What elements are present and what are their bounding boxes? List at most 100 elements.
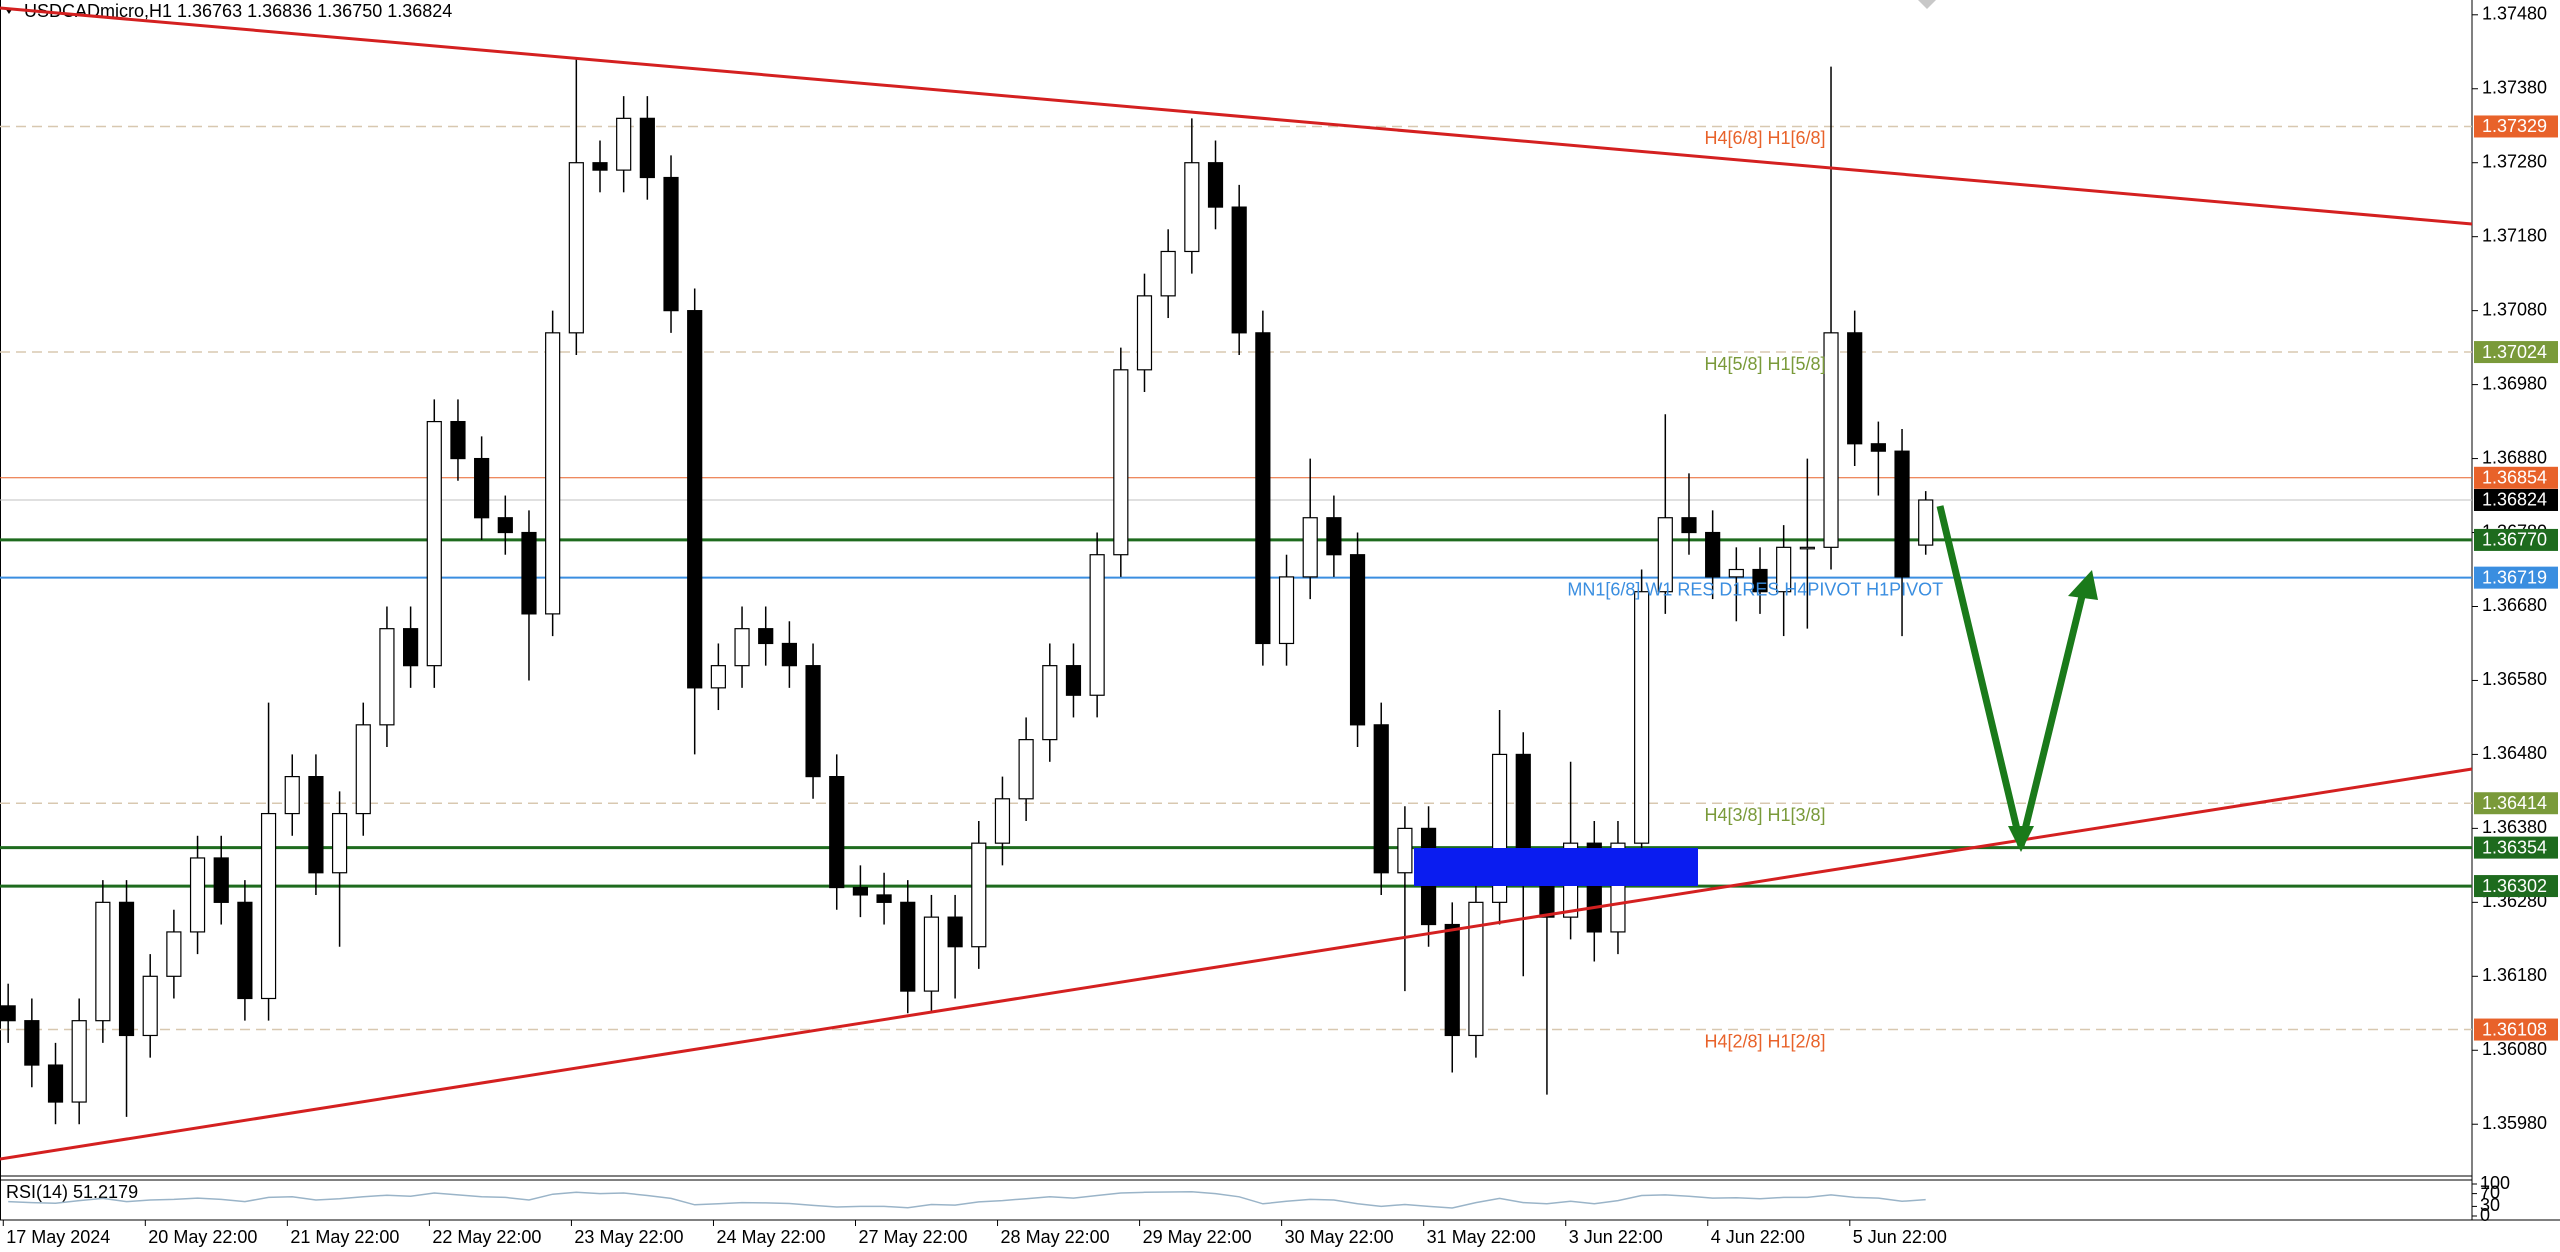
candle-body [237, 901, 253, 1000]
price-label-box [2474, 488, 2558, 511]
y-tick-label: 1.36480 [2482, 743, 2547, 763]
candle-body [1255, 332, 1271, 645]
y-tick-label: 1.36380 [2482, 817, 2547, 837]
x-tick-label: 4 Jun 22:00 [1711, 1227, 1805, 1247]
candle-body [1302, 517, 1318, 578]
candle-body [1113, 369, 1129, 556]
candle-body [71, 1020, 87, 1103]
candle-body [971, 842, 987, 948]
rsi-tick-label: 70 [2480, 1182, 2500, 1202]
candle-body [1847, 332, 1863, 445]
price-label: 1.36854 [2482, 468, 2547, 488]
candle-body [1752, 568, 1768, 593]
candle-body [852, 886, 869, 896]
annotations [0, 6, 2473, 1161]
candle-body [1207, 162, 1224, 208]
lower-trendline [0, 767, 2473, 1161]
candle-body [805, 665, 821, 778]
candle-body [994, 798, 1011, 844]
price-label: 1.36414 [2482, 793, 2547, 813]
price-label-box [2474, 792, 2558, 815]
candle-body [829, 776, 845, 889]
candle-body [213, 857, 229, 903]
candle-body [1160, 250, 1176, 297]
candle-body [260, 812, 277, 1000]
price-label: 1.36354 [2482, 837, 2547, 857]
candle-body [284, 776, 300, 815]
upper-trendline [0, 6, 2473, 226]
price-label: 1.36302 [2482, 876, 2547, 896]
price-label-box [2474, 566, 2558, 589]
y-tick-label: 1.37080 [2482, 299, 2547, 319]
x-tick-label: 29 May 22:00 [1143, 1227, 1252, 1247]
y-tick-label: 1.36180 [2482, 965, 2547, 985]
price-label-box [2474, 836, 2558, 859]
x-tick-label: 22 May 22:00 [432, 1227, 541, 1247]
candle-body [1799, 546, 1815, 550]
x-tick-label: 17 May 2024 [6, 1227, 110, 1247]
candle-body [426, 420, 442, 667]
candle-body [1278, 576, 1295, 645]
price-label: 1.36824 [2482, 490, 2547, 510]
y-tick-label: 1.36580 [2482, 669, 2547, 689]
x-tick-label: 30 May 22:00 [1285, 1227, 1394, 1247]
candle-body [1776, 546, 1792, 593]
candle-body [1231, 206, 1247, 334]
candle-body [1894, 450, 1910, 578]
x-tick-label: 31 May 22:00 [1427, 1227, 1536, 1247]
candle-body [379, 628, 395, 726]
rsi-title: RSI(14) 51.2179 [6, 1182, 138, 1202]
level-text: H4[2/8] H1[2/8] [1704, 1031, 1825, 1051]
candle-body [1089, 554, 1105, 696]
price-label: 1.37329 [2482, 116, 2547, 136]
candle-body [166, 931, 182, 977]
price-label: 1.36719 [2482, 567, 2547, 587]
price-label-box [2474, 1018, 2558, 1041]
x-tick-label: 5 Jun 22:00 [1853, 1227, 1947, 1247]
candle-body [781, 642, 797, 667]
x-tick-label: 20 May 22:00 [148, 1227, 257, 1247]
candle-body [663, 176, 679, 312]
x-tick-label: 27 May 22:00 [859, 1227, 968, 1247]
level-text: H4[5/8] H1[5/8] [1704, 354, 1825, 374]
candle-body [95, 901, 111, 1022]
candle-body [947, 916, 963, 948]
candle-body [118, 901, 135, 1037]
level-text: H4[3/8] H1[3/8] [1704, 805, 1825, 825]
candle-body [474, 457, 490, 519]
rsi-line [8, 1190, 1926, 1209]
rsi-tick-label: 0 [2480, 1205, 2490, 1225]
candle-body [1065, 665, 1082, 696]
candle-body [568, 162, 584, 334]
candle-body [1634, 591, 1650, 844]
candle-body [142, 975, 158, 1037]
candle-body [189, 857, 206, 933]
candle-body [687, 310, 703, 689]
candle-body [331, 812, 348, 874]
candle-body [545, 332, 561, 615]
candle-body [1018, 739, 1034, 800]
candle-body [521, 531, 537, 615]
candle-body [900, 901, 916, 992]
x-tick-label: 23 May 22:00 [574, 1227, 683, 1247]
price-label-box [2474, 466, 2558, 489]
candle-body [1373, 724, 1389, 874]
candle-body [1468, 901, 1484, 1037]
y-tick-label: 1.37180 [2482, 225, 2547, 245]
support-zone [1414, 848, 1698, 886]
candle-body [1823, 332, 1839, 548]
candle-body [308, 776, 324, 874]
y-tick-label: 1.36980 [2482, 373, 2547, 393]
candle-body [0, 1005, 16, 1022]
x-tick-label: 28 May 22:00 [1001, 1227, 1110, 1247]
rsi-tick-label: 100 [2480, 1173, 2510, 1193]
price-label: 1.36108 [2482, 1019, 2547, 1039]
candle-body [1326, 517, 1342, 556]
candle-body [876, 894, 892, 903]
price-label: 1.36770 [2482, 530, 2547, 550]
candle-body [616, 117, 632, 171]
candle-body [734, 628, 750, 667]
price-label: 1.37024 [2482, 342, 2547, 362]
candle-body [1681, 517, 1697, 534]
level-text: H4[6/8] H1[6/8] [1704, 128, 1825, 148]
